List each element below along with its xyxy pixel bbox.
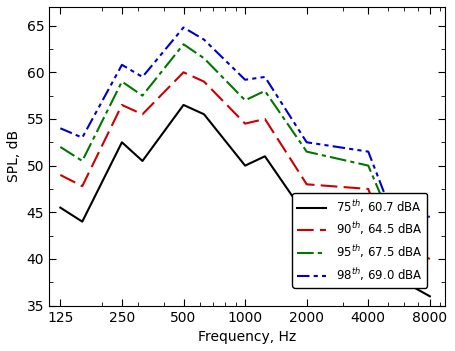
90$^{th}$, 64.5 dBA bbox=[303, 182, 309, 186]
95$^{th}$, 67.5 dBA bbox=[365, 164, 370, 168]
95$^{th}$, 67.5 dBA bbox=[57, 145, 63, 149]
Line: 75$^{th}$, 60.7 dBA: 75$^{th}$, 60.7 dBA bbox=[60, 105, 429, 296]
95$^{th}$, 67.5 dBA bbox=[79, 159, 85, 163]
98$^{th}$, 69.0 dBA bbox=[303, 140, 309, 144]
75$^{th}$, 60.7 dBA bbox=[119, 140, 124, 144]
95$^{th}$, 67.5 dBA bbox=[262, 89, 267, 93]
98$^{th}$, 69.0 dBA bbox=[384, 201, 390, 205]
98$^{th}$, 69.0 dBA bbox=[242, 78, 247, 82]
75$^{th}$, 60.7 dBA bbox=[180, 103, 186, 107]
75$^{th}$, 60.7 dBA bbox=[365, 238, 370, 243]
75$^{th}$, 60.7 dBA bbox=[242, 164, 247, 168]
95$^{th}$, 67.5 dBA bbox=[242, 98, 247, 102]
75$^{th}$, 60.7 dBA bbox=[79, 219, 85, 224]
90$^{th}$, 64.5 dBA bbox=[201, 80, 206, 84]
Y-axis label: SPL, dB: SPL, dB bbox=[7, 130, 21, 183]
95$^{th}$, 67.5 dBA bbox=[139, 93, 145, 98]
Legend: 75$^{th}$, 60.7 dBA, 90$^{th}$, 64.5 dBA, 95$^{th}$, 67.5 dBA, 98$^{th}$, 69.0 d: 75$^{th}$, 60.7 dBA, 90$^{th}$, 64.5 dBA… bbox=[292, 193, 426, 288]
X-axis label: Frequency, Hz: Frequency, Hz bbox=[197, 330, 296, 344]
98$^{th}$, 69.0 dBA bbox=[139, 75, 145, 79]
90$^{th}$, 64.5 dBA bbox=[119, 103, 124, 107]
75$^{th}$, 60.7 dBA bbox=[303, 215, 309, 219]
75$^{th}$, 60.7 dBA bbox=[384, 271, 390, 275]
95$^{th}$, 67.5 dBA bbox=[384, 210, 390, 214]
90$^{th}$, 64.5 dBA bbox=[365, 187, 370, 191]
90$^{th}$, 64.5 dBA bbox=[262, 117, 267, 121]
95$^{th}$, 67.5 dBA bbox=[426, 229, 432, 233]
90$^{th}$, 64.5 dBA bbox=[139, 112, 145, 117]
90$^{th}$, 64.5 dBA bbox=[57, 173, 63, 177]
95$^{th}$, 67.5 dBA bbox=[180, 42, 186, 46]
90$^{th}$, 64.5 dBA bbox=[242, 121, 247, 126]
98$^{th}$, 69.0 dBA bbox=[79, 135, 85, 140]
Line: 90$^{th}$, 64.5 dBA: 90$^{th}$, 64.5 dBA bbox=[60, 72, 429, 259]
75$^{th}$, 60.7 dBA bbox=[201, 112, 206, 117]
75$^{th}$, 60.7 dBA bbox=[262, 154, 267, 158]
98$^{th}$, 69.0 dBA bbox=[57, 126, 63, 130]
90$^{th}$, 64.5 dBA bbox=[180, 70, 186, 74]
98$^{th}$, 69.0 dBA bbox=[180, 25, 186, 29]
75$^{th}$, 60.7 dBA bbox=[57, 206, 63, 210]
98$^{th}$, 69.0 dBA bbox=[365, 150, 370, 154]
90$^{th}$, 64.5 dBA bbox=[79, 184, 85, 188]
95$^{th}$, 67.5 dBA bbox=[303, 150, 309, 154]
Line: 98$^{th}$, 69.0 dBA: 98$^{th}$, 69.0 dBA bbox=[60, 27, 429, 217]
98$^{th}$, 69.0 dBA bbox=[119, 63, 124, 67]
98$^{th}$, 69.0 dBA bbox=[201, 38, 206, 42]
75$^{th}$, 60.7 dBA bbox=[139, 159, 145, 163]
98$^{th}$, 69.0 dBA bbox=[426, 215, 432, 219]
Line: 95$^{th}$, 67.5 dBA: 95$^{th}$, 67.5 dBA bbox=[60, 44, 429, 231]
95$^{th}$, 67.5 dBA bbox=[201, 56, 206, 60]
90$^{th}$, 64.5 dBA bbox=[426, 257, 432, 261]
90$^{th}$, 64.5 dBA bbox=[384, 238, 390, 243]
98$^{th}$, 69.0 dBA bbox=[262, 75, 267, 79]
75$^{th}$, 60.7 dBA bbox=[426, 294, 432, 298]
95$^{th}$, 67.5 dBA bbox=[119, 80, 124, 84]
